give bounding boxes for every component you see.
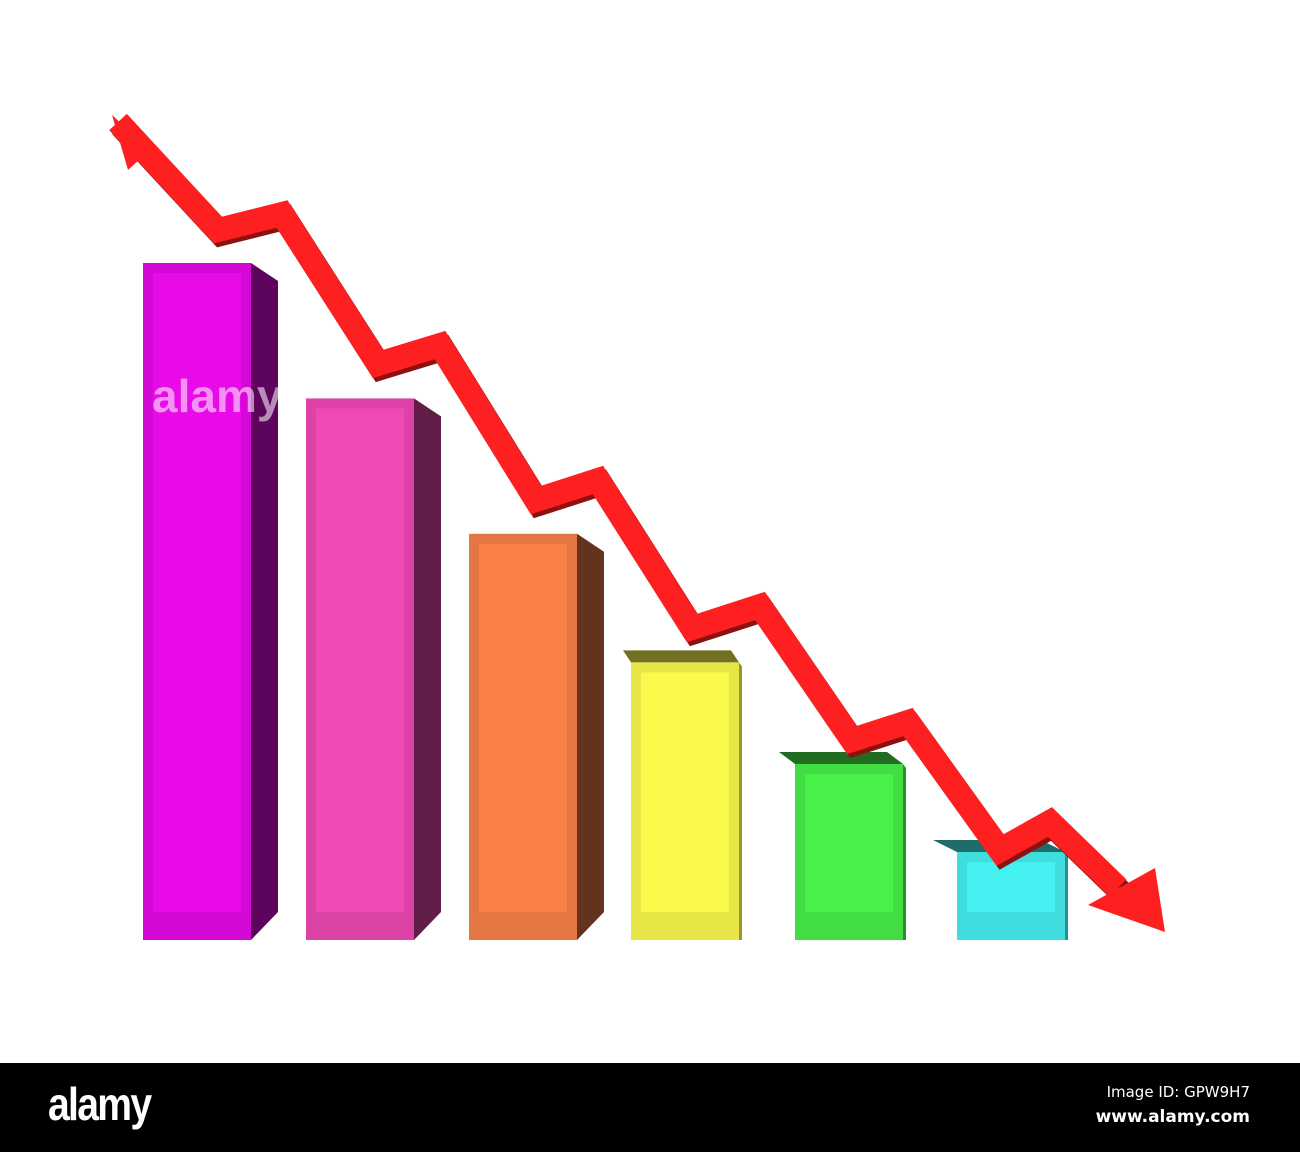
bar-side-face [739,662,742,940]
bar-highlight [153,273,241,912]
site-url: www.alamy.com [1095,1107,1250,1127]
bar-highlight [641,672,729,912]
alamy-logo: alamy [48,1078,152,1130]
trend-arrow-tail [112,115,150,170]
bar-highlight [316,408,404,912]
watermark: alamy [152,370,283,422]
bar-top-face [623,650,739,663]
bar-side-face [1065,851,1068,940]
footer-bar: alamy Image ID: GPW9H7 www.alamy.com [0,1063,1300,1152]
bar-top-face [779,751,903,764]
bar-highlight [967,861,1055,912]
trend-arrow-head [1088,868,1165,932]
bar-side-face [577,533,604,940]
bar-highlight [805,773,893,912]
bar-side-face [414,398,441,940]
bar-side-face [903,763,906,940]
bar-highlight [479,543,567,912]
image-id: Image ID: GPW9H7 [1106,1083,1250,1101]
bar-chart: alamy [109,113,1165,940]
trend-arrow-line [109,113,1127,897]
bar-side-face [251,263,278,940]
